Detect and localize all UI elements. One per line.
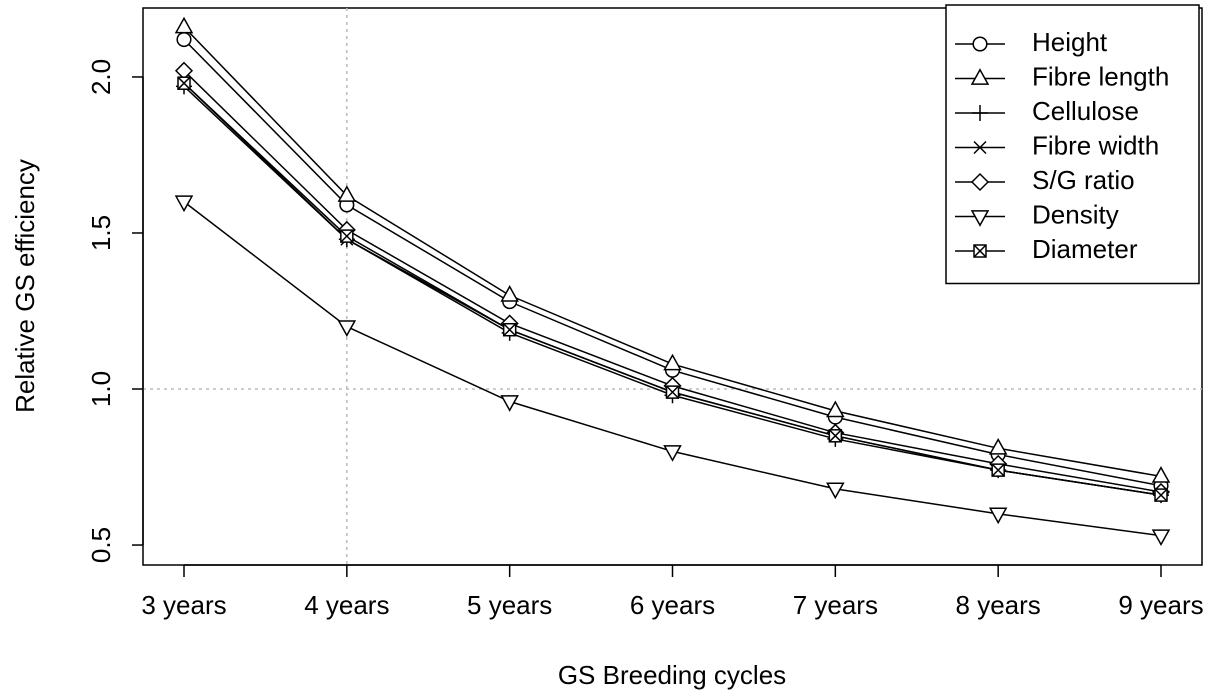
legend-marker	[973, 244, 987, 258]
marker-shape	[337, 320, 357, 337]
legend-label: S/G ratio	[1032, 165, 1135, 195]
y-axis-title: Relative GS efficiency	[10, 159, 40, 413]
x-tick-label: 8 years	[956, 590, 1041, 620]
marker-shape	[500, 395, 519, 412]
data-point	[828, 429, 843, 443]
marker-stroke	[177, 76, 191, 90]
marker-shape	[337, 185, 357, 202]
data-point	[1151, 529, 1171, 547]
x-tick-label: 6 years	[630, 590, 715, 620]
y-tick-label: 2.0	[86, 59, 116, 95]
data-point	[826, 400, 845, 418]
data-point	[826, 482, 845, 500]
legend-label: Fibre width	[1032, 130, 1159, 160]
data-point	[988, 437, 1008, 455]
legend-marker	[972, 105, 988, 121]
data-point	[177, 76, 191, 90]
legend-box	[945, 4, 1200, 285]
marker-shape	[500, 285, 519, 302]
data-point	[665, 385, 680, 399]
legend-marker	[973, 140, 987, 155]
x-axis-title: GS Breeding cycles	[558, 660, 786, 690]
marker-shape	[826, 400, 845, 418]
data-point	[988, 507, 1008, 525]
data-point	[337, 320, 357, 337]
data-point	[663, 445, 682, 462]
legend-label: Height	[1032, 27, 1108, 57]
data-point	[500, 395, 519, 412]
legend-marker	[970, 172, 990, 192]
marker-shape	[970, 172, 990, 192]
marker-shape	[970, 210, 990, 227]
marker-stroke	[503, 323, 517, 337]
marker-shape	[174, 16, 194, 34]
legend-marker	[972, 36, 988, 52]
marker-shape	[174, 195, 194, 213]
data-point	[991, 463, 1005, 477]
data-point	[174, 16, 194, 34]
y-tick-label: 1.0	[86, 371, 116, 407]
marker-shape	[970, 68, 990, 85]
legend-marker	[970, 210, 990, 227]
marker-shape	[988, 507, 1008, 525]
data-point	[176, 31, 192, 48]
legend-label: Density	[1032, 199, 1119, 229]
marker-shape	[826, 482, 845, 500]
data-point	[502, 322, 517, 337]
x-tick-label: 9 years	[1118, 590, 1203, 620]
marker-stroke	[665, 385, 680, 399]
data-point	[663, 353, 682, 371]
legend-label: Fibre length	[1032, 61, 1169, 91]
marker-stroke	[1154, 488, 1168, 502]
data-point	[337, 185, 357, 202]
marker-shape	[972, 36, 988, 52]
data-point	[174, 195, 194, 213]
y-tick-label: 1.5	[86, 215, 116, 251]
x-tick-label: 7 years	[793, 590, 878, 620]
data-point	[1154, 488, 1168, 502]
x-tick-label: 4 years	[304, 590, 389, 620]
legend-marker	[970, 68, 990, 85]
data-point	[1151, 466, 1171, 483]
marker-stroke	[973, 140, 987, 155]
data-point	[340, 229, 354, 243]
data-point	[500, 285, 519, 302]
marker-stroke	[973, 244, 987, 258]
marker-stroke	[340, 229, 354, 243]
legend-label: Cellulose	[1032, 96, 1139, 126]
marker-shape	[663, 445, 682, 462]
legend-label: Diameter	[1032, 234, 1138, 264]
marker-stroke	[991, 463, 1005, 477]
marker-shape	[176, 31, 192, 48]
marker-shape	[1151, 466, 1171, 483]
y-tick-label: 0.5	[86, 527, 116, 563]
marker-shape	[988, 437, 1008, 455]
marker-shape	[1151, 529, 1171, 547]
x-tick-label: 3 years	[141, 590, 226, 620]
marker-shape	[663, 353, 682, 371]
marker-stroke	[828, 429, 842, 443]
x-tick-label: 5 years	[467, 590, 552, 620]
